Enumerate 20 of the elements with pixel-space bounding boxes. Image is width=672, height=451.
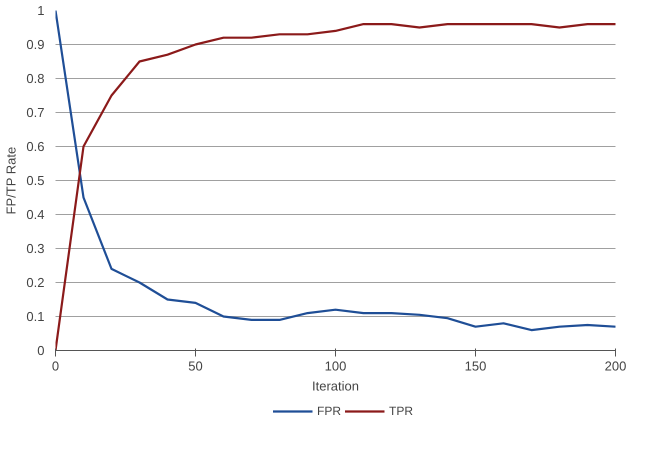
legend-label: FPR [317,404,341,418]
y-tick-label: 1 [37,3,45,18]
y-tick-label: 0.3 [26,241,45,256]
y-tick-label: 0 [37,343,45,358]
y-tick-label: 0.6 [26,139,45,154]
y-tick-label: 0.1 [26,309,45,324]
x-axis-title: Iteration [312,378,359,394]
y-tick-label: 0.7 [26,105,45,120]
x-tick-label: 100 [324,358,346,374]
x-tick-label: 150 [464,358,486,374]
y-tick-label: 0.8 [26,71,45,86]
y-tick-label: 0.4 [26,207,45,222]
x-tick-label: 50 [188,358,203,374]
y-axis-title: FP/TP Rate [3,146,18,214]
legend-label: TPR [389,404,413,418]
x-tick-label: 200 [604,358,626,374]
y-tick-label: 0.5 [26,173,45,188]
y-tick-label: 0.2 [26,275,45,290]
x-tick-label: 0 [52,358,60,374]
y-tick-label: 0.9 [26,37,45,52]
